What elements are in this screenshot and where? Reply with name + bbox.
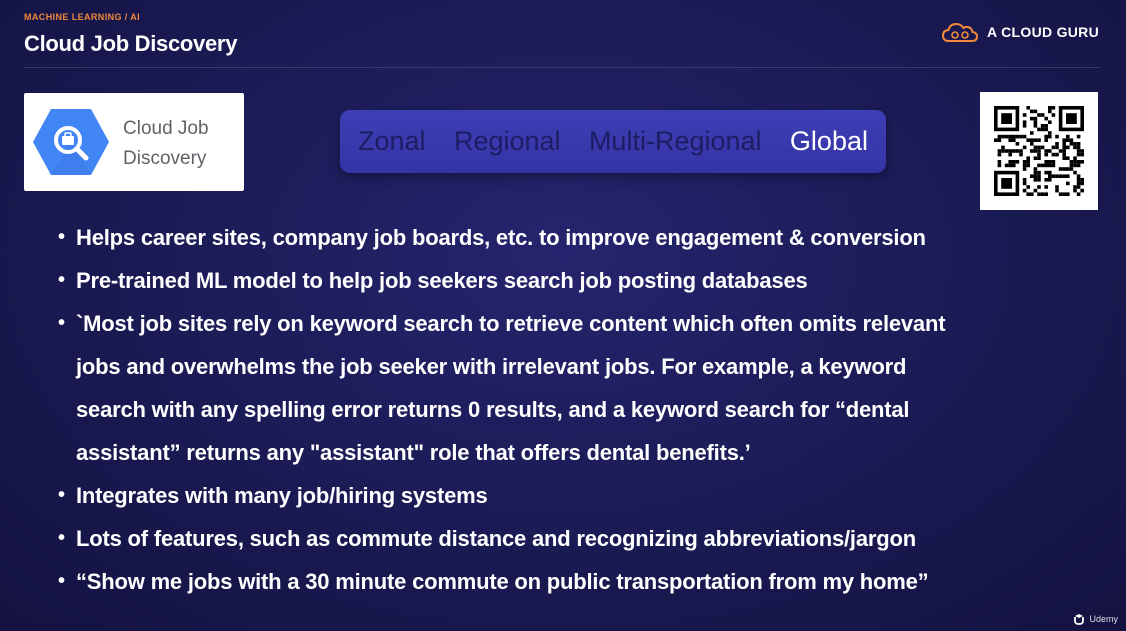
brand-name: A CLOUD GURU: [987, 24, 1099, 40]
bullet-item: • Helps career sites, company job boards…: [58, 216, 1098, 259]
udemy-logo-icon: [1074, 614, 1085, 625]
product-name-line2: Discovery: [123, 148, 207, 169]
location-scope-bar: Zonal Regional Multi-Regional Global: [340, 110, 886, 173]
brand-logo: A CLOUD GURU: [941, 21, 1099, 43]
bullet-item: • “Show me jobs with a 30 minute commute…: [58, 560, 1098, 603]
slide-title: Cloud Job Discovery: [24, 31, 238, 56]
qr-code: [980, 92, 1098, 210]
bullet-text: Pre-trained ML model to help job seekers…: [76, 268, 808, 293]
bullet-text: Helps career sites, company job boards, …: [76, 225, 926, 250]
bullet-dot: •: [58, 570, 65, 592]
bullet-dot: •: [58, 484, 65, 506]
product-card: Cloud Job Discovery: [24, 93, 244, 191]
bullet-text-line: search with any spelling error returns 0…: [76, 397, 910, 422]
bullet-item: • Integrates with many job/hiring system…: [58, 474, 1098, 517]
bullet-text-line: assistant” returns any "assistant" role …: [76, 440, 751, 465]
course-category: MACHINE LEARNING / AI: [24, 12, 141, 22]
bullet-dot: •: [58, 269, 65, 291]
udemy-label: Udemy: [1089, 614, 1118, 624]
briefcase-search-icon: [33, 109, 109, 175]
bullet-text-line: `Most job sites rely on keyword search t…: [76, 311, 946, 336]
bullet-text: Integrates with many job/hiring systems: [76, 483, 488, 508]
bullet-text: Lots of features, such as commute distan…: [76, 526, 916, 551]
scope-regional: Regional: [453, 126, 561, 156]
bullet-item: • `Most job sites rely on keyword search…: [58, 302, 1098, 474]
bullet-list: • Helps career sites, company job boards…: [58, 216, 1098, 603]
bullet-text-line: jobs and overwhelms the job seeker with …: [76, 354, 907, 379]
qr-code-icon: [994, 106, 1084, 196]
scope-zonal: Zonal: [358, 126, 426, 156]
bullet-text: “Show me jobs with a 30 minute commute o…: [76, 569, 929, 594]
bullet-item: • Lots of features, such as commute dist…: [58, 517, 1098, 560]
scope-multi-regional: Multi-Regional: [588, 126, 762, 156]
scope-global: Global: [789, 126, 868, 156]
cloud-logo-icon: [942, 22, 979, 42]
bullet-dot: •: [58, 527, 65, 549]
bullet-dot: •: [58, 312, 65, 334]
bullet-item: • Pre-trained ML model to help job seeke…: [58, 259, 1098, 302]
product-name: Cloud Job Discovery: [123, 114, 238, 174]
product-name-line1: Cloud Job: [123, 118, 209, 139]
udemy-watermark: Udemy: [1073, 613, 1118, 625]
header-divider: [24, 67, 1100, 68]
bullet-dot: •: [58, 226, 65, 248]
